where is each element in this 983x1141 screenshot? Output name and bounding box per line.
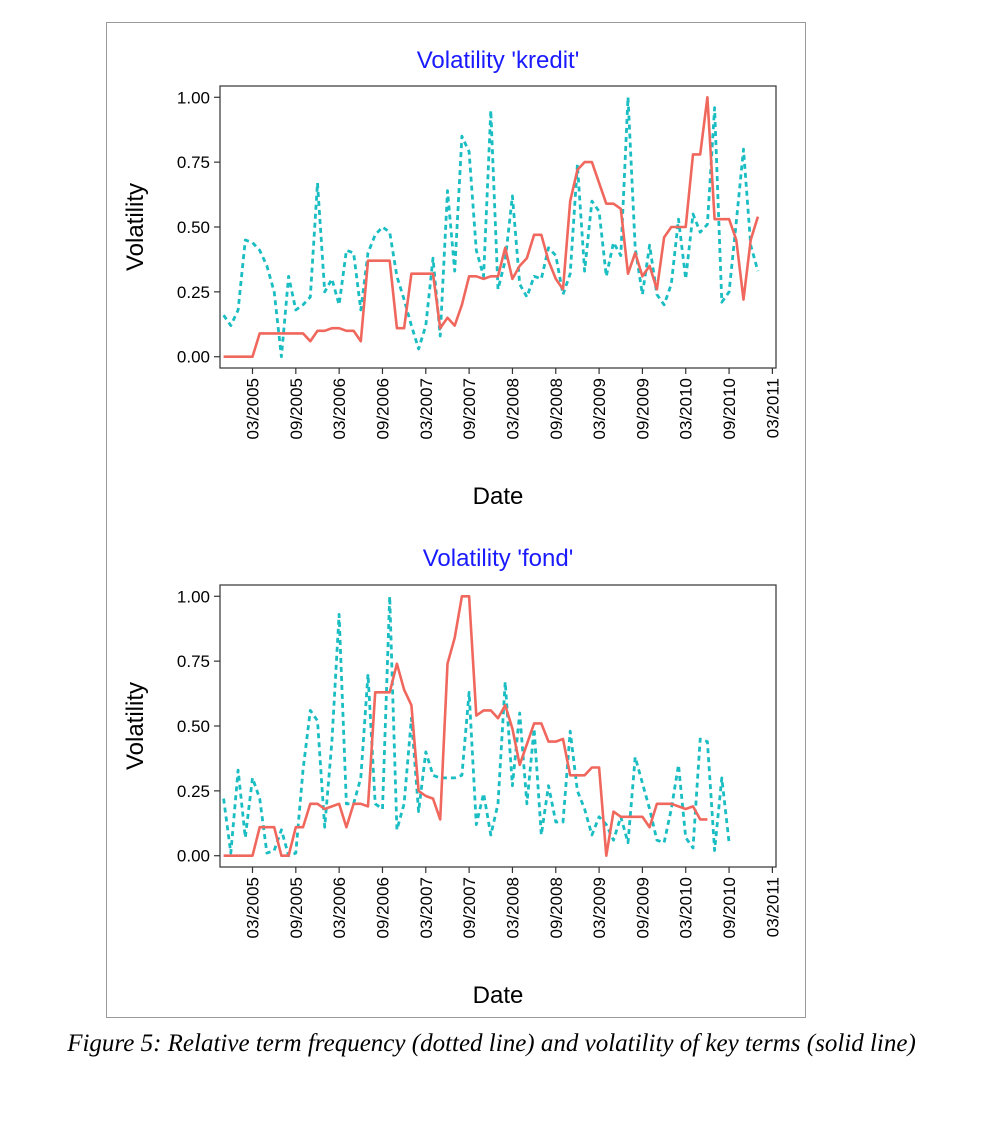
y-tick-label: 1.00 [177, 88, 210, 107]
x-tick-label: 09/2005 [287, 877, 306, 938]
x-axis-label: Date [473, 483, 524, 510]
y-tick-label: 0.25 [177, 283, 210, 302]
x-tick-label: 03/2011 [763, 378, 782, 438]
x-tick-label: 09/2006 [373, 378, 392, 439]
y-tick-label: 0.75 [177, 652, 210, 671]
y-axis-label: Volatility [122, 183, 149, 271]
x-tick-label: 09/2007 [460, 378, 479, 439]
x-tick-label: 09/2006 [373, 877, 392, 938]
term-frequency-line [222, 95, 760, 359]
x-tick-label: 03/2010 [677, 378, 696, 439]
x-tick-label: 09/2009 [633, 877, 652, 938]
y-tick-label: 0.50 [177, 717, 210, 736]
x-tick-label: 03/2005 [243, 378, 262, 439]
y-tick-label: 0.00 [177, 348, 210, 367]
volatility-line [223, 594, 708, 858]
chart-panel-2: Volatility 'fond' 0.00 0.25 0.50 0.75 1.00 03/… [122, 545, 782, 1009]
y-tick-label: 0.25 [177, 782, 210, 801]
y-tick-label: 0.75 [177, 153, 210, 172]
x-tick-label: 03/2006 [330, 877, 349, 938]
x-tick-label: 03/2008 [503, 877, 522, 938]
x-tick-label: 03/2009 [590, 378, 609, 439]
figure-canvas: Volatility 'kredit' 0.00 0.25 0.50 0.75 1.00 0… [122, 47, 782, 1009]
chart-panel-1: Volatility 'kredit' 0.00 0.25 0.50 0.75 1.00 0… [122, 47, 782, 510]
x-tick-label: 03/2007 [417, 378, 436, 439]
chart-title: Volatility 'kredit' [417, 47, 580, 74]
y-tick-label: 0.00 [177, 847, 210, 866]
x-tick-label: 03/2008 [503, 378, 522, 439]
x-tick-label: 03/2006 [330, 378, 349, 439]
figure-frame [106, 22, 806, 1018]
term-frequency-line [222, 594, 731, 858]
x-tick-label: 03/2005 [243, 877, 262, 938]
y-tick-label: 0.50 [177, 218, 210, 237]
volatility-line [223, 96, 760, 359]
x-tick-label: 09/2008 [547, 877, 566, 938]
x-tick-label: 09/2010 [720, 877, 739, 938]
chart-title: Volatility 'fond' [423, 545, 574, 572]
x-tick-label: 09/2009 [633, 378, 652, 439]
x-tick-label: 03/2011 [763, 877, 782, 937]
x-tick-label: 09/2005 [287, 378, 306, 439]
x-tick-label: 09/2008 [547, 378, 566, 439]
y-axis-label: Volatility [122, 682, 149, 770]
x-tick-label: 03/2007 [417, 877, 436, 938]
x-tick-label: 03/2009 [590, 877, 609, 938]
x-axis-label: Date [473, 982, 524, 1009]
y-tick-label: 1.00 [177, 587, 210, 606]
x-tick-label: 03/2010 [677, 877, 696, 938]
plot-border [219, 85, 777, 369]
x-tick-label: 09/2007 [460, 877, 479, 938]
x-tick-label: 09/2010 [720, 378, 739, 439]
figure-caption: Figure 5: Relative term frequency (dotte… [67, 1030, 916, 1057]
